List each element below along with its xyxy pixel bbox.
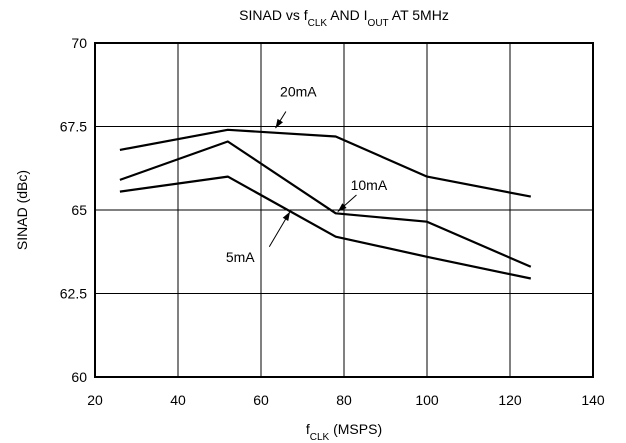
x-tick-label: 40 bbox=[170, 392, 186, 408]
annotations: 20mA 10mA 5mA bbox=[226, 83, 388, 264]
y-tick-label: 65 bbox=[71, 202, 87, 218]
series-line-5mA bbox=[119, 175, 532, 280]
annotation-label: 10mA bbox=[351, 177, 388, 193]
x-tick-label: 120 bbox=[498, 392, 522, 408]
grid bbox=[95, 43, 593, 377]
annotation-arrowhead bbox=[337, 203, 347, 212]
x-tick-labels: 20 40 60 80 100 120 140 bbox=[87, 392, 605, 408]
x-tick-label: 60 bbox=[253, 392, 269, 408]
x-tick-label: 20 bbox=[87, 392, 103, 408]
y-tick-label: 67.5 bbox=[60, 119, 87, 135]
x-tick-label: 140 bbox=[581, 392, 605, 408]
x-tick-label: 100 bbox=[415, 392, 439, 408]
annotation-arrowhead bbox=[275, 118, 283, 129]
y-axis-label: SINAD (dBc) bbox=[14, 170, 30, 250]
y-tick-label: 60 bbox=[71, 369, 87, 385]
chart-title: SINAD vs fCLK AND IOUT AT 5MHz bbox=[239, 7, 449, 29]
annotation-arrowhead bbox=[282, 211, 291, 222]
y-tick-labels: 60 62.5 65 67.5 70 bbox=[60, 35, 87, 385]
annotation-label: 20mA bbox=[280, 83, 317, 99]
series-line-10mA bbox=[119, 140, 532, 268]
series-line-20mA bbox=[119, 128, 532, 198]
y-tick-label: 70 bbox=[71, 35, 87, 51]
x-tick-label: 80 bbox=[336, 392, 352, 408]
plot-frame bbox=[94, 42, 594, 378]
y-tick-label: 62.5 bbox=[60, 286, 87, 302]
series-group bbox=[119, 128, 532, 280]
x-axis-label: fCLK (MSPS) bbox=[306, 421, 382, 443]
annotation-label: 5mA bbox=[226, 249, 255, 265]
